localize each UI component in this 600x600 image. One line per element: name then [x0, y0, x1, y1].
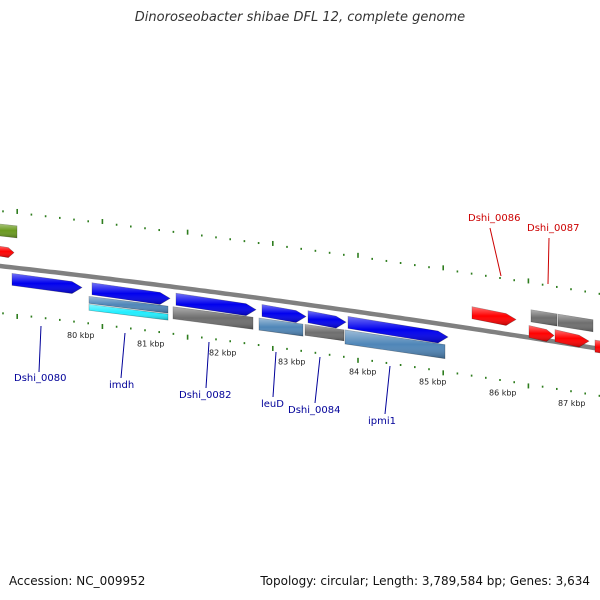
label-leader-line — [205, 341, 210, 389]
gene-arrow-shading — [89, 296, 168, 314]
gene-arrow-shading — [531, 309, 557, 326]
gene-arrow-shading — [0, 246, 14, 258]
kbp-label: 83 kbp — [278, 358, 306, 367]
gene-arrow-shading — [305, 324, 344, 341]
gene-arrow-shading — [558, 314, 593, 332]
kbp-label: 82 kbp — [209, 349, 237, 358]
gene-label: ipmi1 — [368, 416, 396, 427]
gene-track — [0, 223, 600, 359]
gene-label: Dshi_0087 — [527, 223, 579, 234]
gene-label: leuD — [261, 399, 284, 410]
gene-label: Dshi_0086 — [468, 213, 520, 224]
gene-arrow-shading — [0, 224, 17, 238]
label-leader-line — [547, 237, 550, 285]
genome-backbone — [0, 263, 600, 352]
kbp-label: 85 kbp — [419, 378, 447, 387]
gene-label: Dshi_0082 — [179, 390, 231, 401]
kbp-label: 80 kbp — [67, 331, 95, 340]
label-leader-lines — [38, 227, 550, 415]
gene-arrow-shading — [348, 316, 448, 344]
kbp-label: 86 kbp — [489, 388, 517, 397]
kbp-label: 84 kbp — [349, 368, 377, 377]
gene-arrow-shading — [555, 329, 589, 348]
gene-arrow-shading — [89, 304, 168, 321]
gene-arrow-shading — [308, 310, 346, 329]
kbp-label: 81 kbp — [137, 339, 165, 348]
gene-arrow-shading — [92, 282, 170, 305]
gene-arrow-shading — [529, 325, 554, 342]
gene-arrow-shading — [595, 340, 600, 353]
gene-arrow-shading — [176, 293, 256, 316]
label-leader-line — [120, 332, 126, 379]
gene-arrow-shading — [173, 306, 253, 330]
gene-arrow-shading — [345, 329, 445, 359]
gene-arrow-shading — [262, 304, 306, 323]
gene-label: Dshi_0084 — [288, 405, 340, 416]
genome-summary-text: Topology: circular; Length: 3,789,584 bp… — [260, 574, 590, 588]
gene-label: Dshi_0080 — [14, 373, 66, 384]
outer-tick-ring — [2, 208, 600, 295]
accession-text: Accession: NC_009952 — [9, 574, 146, 588]
label-leader-line — [384, 365, 391, 415]
gene-arrow-shading — [12, 273, 82, 294]
inner-tick-ring — [2, 312, 600, 397]
label-leader-line — [38, 325, 42, 373]
kbp-labels: 80 kbp 81 kbp 82 kbp 83 kbp 84 kbp 85 kbp 86 k… — [67, 331, 586, 408]
gene-arrow-shading — [259, 318, 303, 337]
label-leader-line — [272, 351, 277, 398]
map-title: Dinoroseobacter shibae DFL 12, complete … — [134, 10, 466, 25]
label-leader-line — [489, 227, 502, 277]
label-leader-line — [314, 356, 321, 404]
gene-label: imdh — [109, 380, 134, 391]
kbp-label: 87 kbp — [558, 399, 586, 408]
gene-arrow-shading — [472, 306, 516, 326]
